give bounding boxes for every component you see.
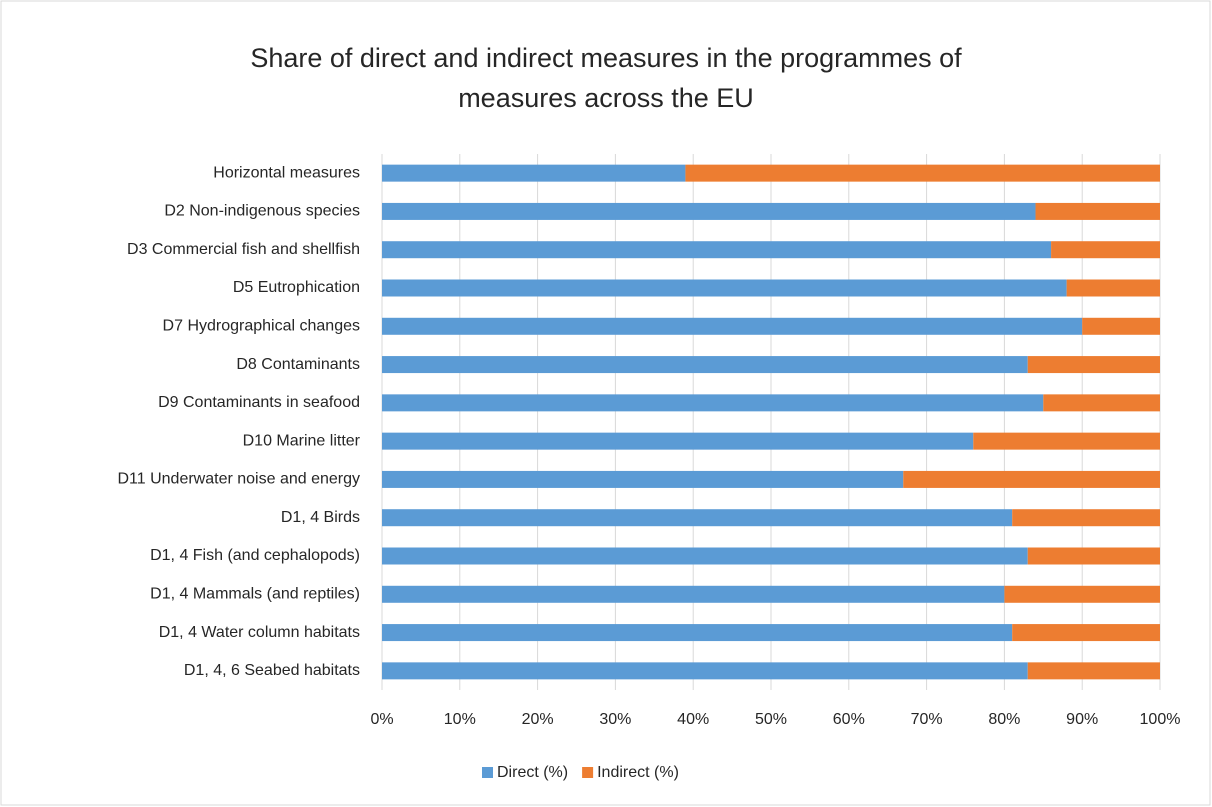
bar-segment (1051, 241, 1160, 259)
chart-title: Share of direct and indirect measures in… (250, 43, 962, 113)
bar-segment (382, 279, 1067, 297)
legend-swatch (482, 767, 493, 778)
y-tick-label: D9 Contaminants in seafood (158, 394, 360, 411)
bar-segment (382, 356, 1028, 374)
bar-segment (1066, 279, 1160, 297)
bar-segment (1043, 394, 1160, 412)
bar-segment (382, 585, 1005, 603)
bar-segment (382, 241, 1052, 259)
y-tick-label: D1, 4 Mammals (and reptiles) (150, 586, 360, 603)
x-tick-label: 10% (444, 711, 476, 728)
x-tick-label: 90% (1066, 711, 1098, 728)
y-tick-label: D1, 4 Fish (and cephalopods) (150, 547, 360, 564)
bar-segment (903, 470, 1160, 488)
y-tick-label: D11 Underwater noise and energy (117, 471, 360, 488)
y-tick-label: D1, 4 Water column habitats (159, 624, 360, 641)
bar-segment (685, 164, 1160, 182)
y-tick-label: D1, 4, 6 Seabed habitats (184, 662, 360, 679)
y-tick-label: D5 Eutrophication (233, 279, 360, 296)
x-tick-label: 30% (599, 711, 631, 728)
legend-swatch (582, 767, 594, 778)
x-tick-label: 80% (988, 711, 1020, 728)
bar-segment (382, 317, 1083, 335)
y-tick-label: D1, 4 Birds (281, 509, 360, 526)
bar-segment (1027, 356, 1160, 374)
x-tick-label: 40% (677, 711, 709, 728)
legend-label: Direct (%) (497, 764, 568, 781)
y-tick-label: D8 Contaminants (236, 356, 360, 373)
bar-segment (1012, 624, 1160, 642)
bar-segment (382, 547, 1028, 565)
bar-segment (382, 432, 974, 450)
y-tick-label: D2 Non-indigenous species (164, 203, 360, 220)
bar-segment (1012, 509, 1160, 527)
x-tick-label: 70% (911, 711, 943, 728)
y-tick-label: D10 Marine litter (243, 432, 361, 449)
bar-segment (1004, 585, 1160, 603)
x-tick-label: 20% (522, 711, 554, 728)
bar-segment (1035, 202, 1160, 220)
bar-segment (382, 662, 1028, 680)
bar-segment (1027, 662, 1160, 680)
bar-segment (382, 202, 1036, 220)
x-tick-label: 0% (370, 711, 393, 728)
y-tick-label: Horizontal measures (213, 164, 360, 181)
bar-segment (382, 624, 1013, 642)
bar-segment (382, 509, 1013, 527)
bar-segment (973, 432, 1160, 450)
y-tick-label: D7 Hydrographical changes (163, 318, 360, 335)
x-tick-label: 100% (1140, 711, 1181, 728)
legend-label: Indirect (%) (597, 764, 679, 781)
x-tick-label: 50% (755, 711, 787, 728)
bar-segment (382, 394, 1044, 412)
y-tick-label: D3 Commercial fish and shellfish (127, 241, 360, 258)
bar-segment (382, 470, 904, 488)
bar-segment (1027, 547, 1160, 565)
bar-segment (1082, 317, 1160, 335)
x-tick-label: 60% (833, 711, 865, 728)
bar-segment (382, 164, 686, 182)
